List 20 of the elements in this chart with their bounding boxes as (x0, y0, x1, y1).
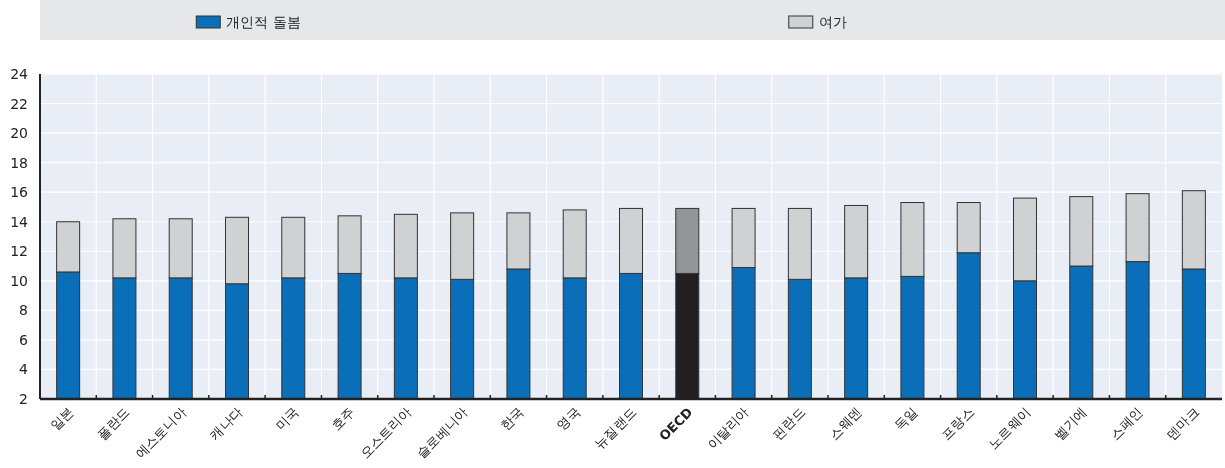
y-tick-label: 16 (10, 184, 29, 201)
x-tick-label: 미국 (272, 404, 302, 434)
legend-label: 여가 (818, 14, 847, 30)
legend-label: 개인적 돌봄 (226, 14, 301, 30)
x-tick-label: 영국 (553, 404, 583, 434)
y-tick-label: 20 (10, 125, 28, 142)
y-tick-label: 10 (10, 272, 28, 289)
y-tick-label: 12 (10, 243, 28, 260)
y-tick-label: 8 (19, 302, 28, 319)
x-tick-label: 일본 (47, 404, 77, 434)
y-tick-label: 14 (10, 213, 29, 230)
y-tick-label: 22 (10, 95, 28, 112)
x-tick-label: 호주 (328, 404, 358, 434)
y-tick-label: 18 (10, 154, 28, 171)
x-tick-label: 한국 (497, 404, 527, 434)
x-tick-label: 독일 (891, 404, 921, 434)
y-tick-label: 4 (19, 361, 29, 378)
y-tick-label: 24 (10, 66, 29, 82)
y-tick-label: 2 (19, 391, 28, 407)
y-tick-label: 6 (19, 331, 29, 348)
